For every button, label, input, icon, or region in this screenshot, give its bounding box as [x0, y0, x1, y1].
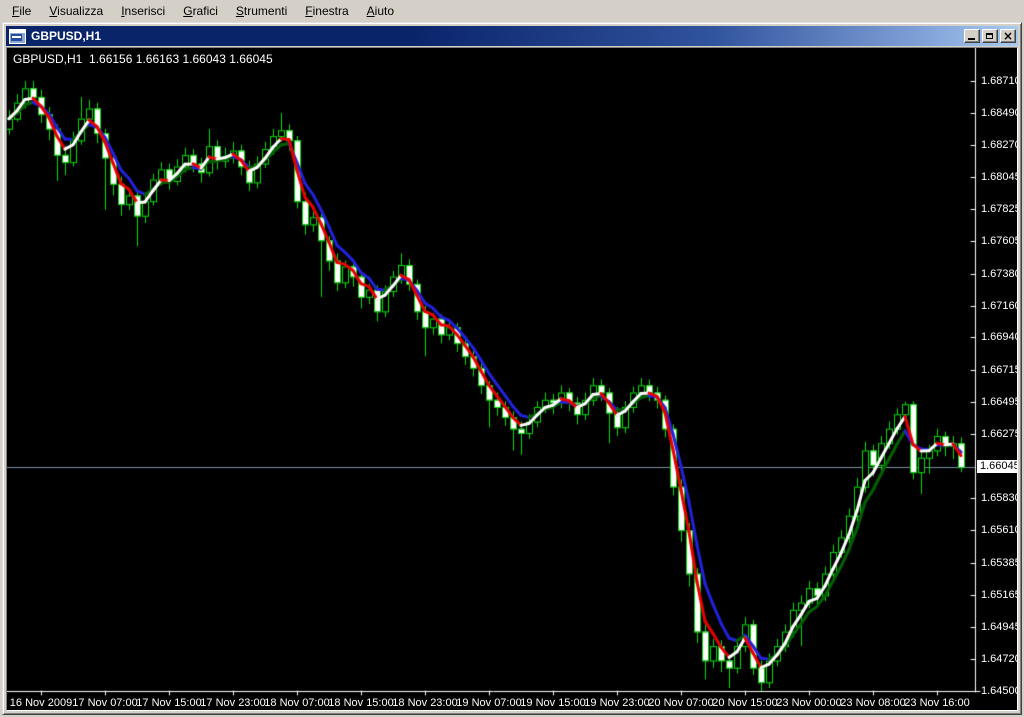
price-tick-label: 1.68270 [981, 138, 1018, 151]
time-tick-label: 18 Nov 23:00 [392, 697, 458, 709]
price-tick-label: 1.64720 [981, 653, 1018, 666]
time-tick-label: 23 Nov 16:00 [904, 697, 970, 709]
chart-window: GBPUSD,H1 × GBPUSD,H1 1.66156 1.66163 1.… [2, 22, 1022, 715]
price-tick-label: 1.67605 [981, 235, 1018, 248]
time-tick-label: 17 Nov 23:00 [200, 697, 266, 709]
time-tick-label: 23 Nov 00:00 [776, 697, 842, 709]
price-tick-label: 1.66715 [981, 364, 1018, 377]
price-tick-label: 1.65830 [981, 492, 1018, 505]
time-tick-label: 23 Nov 08:00 [840, 697, 906, 709]
price-tick-label: 1.68490 [981, 106, 1018, 119]
price-tick-label: 1.67825 [981, 203, 1018, 216]
chart-info-line: GBPUSD,H1 1.66156 1.66163 1.66043 1.6604… [13, 52, 273, 66]
time-tick-label: 19 Nov 07:00 [456, 697, 522, 709]
time-tick-label: 17 Nov 15:00 [136, 697, 202, 709]
time-tick-label: 18 Nov 15:00 [328, 697, 394, 709]
menu-item-aiuto[interactable]: Aiuto [366, 3, 395, 18]
restore-button[interactable] [982, 29, 998, 43]
price-tick-label: 1.64500 [981, 685, 1018, 697]
price-tick-label: 1.65385 [981, 556, 1018, 569]
time-tick-label: 20 Nov 07:00 [648, 697, 714, 709]
menu-item-grafici[interactable]: Grafici [183, 3, 218, 18]
close-icon: × [1002, 29, 1014, 43]
time-tick-label: 19 Nov 23:00 [584, 697, 650, 709]
chart-window-titlebar[interactable]: GBPUSD,H1 × [6, 26, 1018, 46]
info-low: 1.66043 [182, 52, 226, 66]
time-tick-label: 20 Nov 15:00 [712, 697, 778, 709]
price-tick-label: 1.68045 [981, 171, 1018, 184]
price-tick-label: 1.64945 [981, 620, 1018, 633]
info-symbol-period: GBPUSD,H1 [13, 52, 83, 66]
price-tick-label: 1.66275 [981, 427, 1018, 440]
price-tick-label: 1.66495 [981, 395, 1018, 408]
chart-window-title: GBPUSD,H1 [31, 29, 102, 43]
info-open: 1.66156 [89, 52, 133, 66]
time-tick-label: 18 Nov 07:00 [264, 697, 330, 709]
price-tick-label: 1.67160 [981, 299, 1018, 312]
minimize-icon [968, 38, 975, 40]
price-tick-label: 1.65610 [981, 524, 1018, 537]
menu-item-file[interactable]: File [12, 3, 32, 18]
time-tick-label: 17 Nov 07:00 [72, 697, 138, 709]
chart-window-icon [9, 28, 26, 44]
close-button[interactable]: × [1000, 29, 1016, 43]
price-tick-label: 1.67380 [981, 267, 1018, 280]
price-tick-label: 1.66940 [981, 331, 1018, 344]
chart-canvas[interactable] [7, 48, 1017, 710]
current-price-label: 1.66045 [977, 460, 1017, 474]
info-high: 1.66163 [135, 52, 180, 66]
price-tick-label: 1.65165 [981, 588, 1018, 601]
menu-item-finestra[interactable]: Finestra [305, 3, 349, 18]
time-tick-label: 16 Nov 2009 [9, 697, 73, 709]
restore-icon [986, 33, 993, 39]
menu-item-visualizza[interactable]: Visualizza [49, 3, 104, 18]
time-tick-label: 19 Nov 15:00 [520, 697, 586, 709]
menu-item-strumenti[interactable]: Strumenti [235, 3, 288, 18]
menu-bar: File Visualizza Inserisci Grafici Strume… [0, 0, 1024, 22]
info-close: 1.66045 [229, 52, 273, 66]
menu-item-inserisci[interactable]: Inserisci [121, 3, 166, 18]
chart-client-area: GBPUSD,H1 1.66156 1.66163 1.66043 1.6604… [6, 47, 1018, 711]
minimize-button[interactable] [964, 29, 980, 43]
price-tick-label: 1.68710 [981, 75, 1018, 87]
